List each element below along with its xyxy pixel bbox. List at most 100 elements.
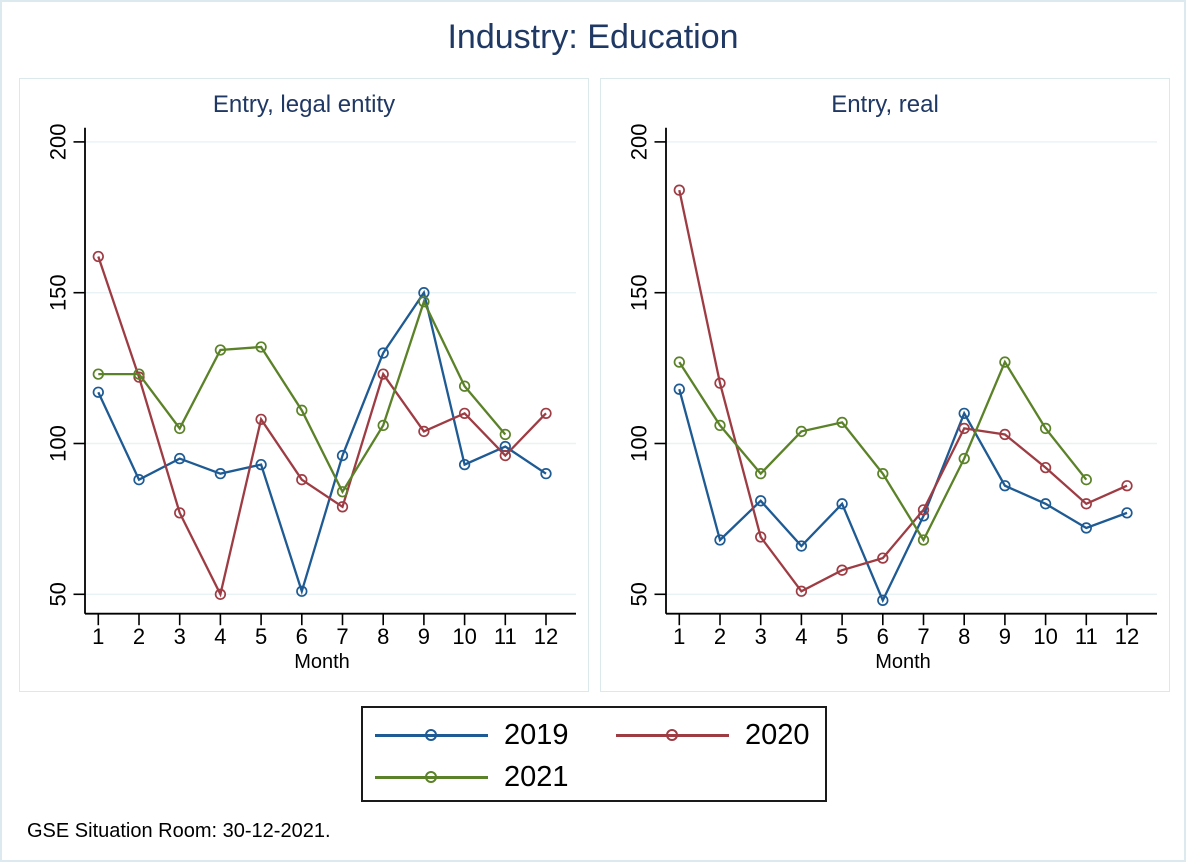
data-point-marker-2020 — [958, 422, 970, 435]
data-point-marker-2021 — [999, 356, 1011, 368]
series-line-2020 — [678, 189, 1128, 593]
data-point-marker-2020 — [1039, 461, 1052, 474]
data-point-marker-2021 — [714, 419, 726, 432]
data-point-marker-2020 — [999, 428, 1011, 441]
data-point-marker-2021 — [958, 452, 970, 465]
x-tick-label-10: 10 — [1033, 624, 1057, 649]
data-point-marker-2020 — [673, 184, 685, 196]
x-tick-label-8: 8 — [958, 624, 970, 649]
data-point-marker-2019 — [174, 452, 186, 465]
x-tick-label-6: 6 — [877, 624, 889, 649]
legend-label-2021: 2021 — [504, 760, 569, 793]
data-point-marker-2019 — [958, 407, 970, 419]
data-point-marker-2019 — [133, 474, 145, 486]
y-tick-label-150: 150 — [627, 274, 652, 311]
data-point-marker-2020 — [255, 413, 267, 426]
series-line-2020 — [97, 256, 547, 598]
data-point-marker-2019 — [1039, 498, 1052, 510]
legend: 2019 2020 2021 — [361, 706, 827, 802]
data-point-marker-2021 — [795, 425, 808, 438]
data-point-marker-2020 — [540, 407, 552, 419]
x-tick-label-2: 2 — [714, 624, 726, 649]
data-point-marker-2021 — [377, 419, 389, 432]
x-tick-label-12: 12 — [1115, 624, 1139, 649]
x-tick-label-7: 7 — [917, 624, 929, 649]
data-point-marker-2021 — [499, 428, 511, 441]
x-tick-label-2: 2 — [133, 624, 145, 649]
y-tick-label-100: 100 — [627, 425, 652, 462]
panel-title-entry-real: Entry, real — [831, 91, 939, 118]
data-point-marker-2019 — [336, 449, 349, 462]
data-point-marker-2019 — [714, 534, 726, 546]
data-point-marker-2019 — [673, 383, 685, 395]
data-point-marker-2019 — [795, 540, 808, 552]
data-point-marker-2019 — [255, 458, 267, 471]
data-point-marker-2019 — [999, 480, 1011, 492]
data-point-marker-2019 — [540, 468, 552, 480]
legend-circle-marker-2020-icon — [666, 729, 678, 741]
x-axis-title: Month — [294, 651, 350, 673]
x-tick-label-1: 1 — [92, 624, 104, 649]
data-point-marker-2021 — [458, 380, 471, 392]
series-line-2019 — [97, 289, 547, 596]
legend-sample-2020 — [616, 729, 729, 741]
data-point-marker-2020 — [755, 531, 767, 543]
data-point-marker-2019 — [1121, 507, 1133, 519]
data-point-marker-2020 — [296, 474, 308, 486]
data-point-marker-2021 — [755, 468, 767, 480]
legend-label-2019: 2019 — [504, 718, 569, 751]
series-line-2021 — [678, 359, 1088, 543]
data-point-marker-2021 — [1080, 474, 1092, 486]
legend-item-2019: 2019 — [375, 716, 569, 754]
data-point-marker-2021 — [133, 368, 145, 380]
y-tick-label-50: 50 — [627, 582, 652, 606]
x-tick-label-3: 3 — [755, 624, 767, 649]
data-point-marker-2019 — [214, 468, 227, 480]
x-tick-label-6: 6 — [296, 624, 308, 649]
data-point-marker-2019 — [377, 347, 389, 359]
x-tick-label-9: 9 — [999, 624, 1011, 649]
legend-label-2020: 2020 — [745, 718, 810, 751]
x-tick-label-3: 3 — [174, 624, 186, 649]
data-point-marker-2020 — [418, 425, 430, 438]
data-point-marker-2020 — [877, 552, 889, 564]
data-point-marker-2021 — [917, 534, 930, 546]
data-point-marker-2020 — [458, 407, 471, 419]
data-point-marker-2021 — [255, 341, 267, 353]
source-note: GSE Situation Room: 30-12-2021. — [27, 820, 331, 842]
x-tick-label-7: 7 — [336, 624, 348, 649]
x-axis-title: Month — [875, 651, 931, 673]
x-tick-label-5: 5 — [836, 624, 848, 649]
data-point-marker-2020 — [1121, 480, 1133, 492]
data-point-marker-2021 — [174, 422, 186, 435]
data-point-marker-2020 — [214, 588, 227, 600]
x-tick-label-9: 9 — [418, 624, 430, 649]
data-point-marker-2020 — [795, 585, 808, 597]
x-tick-label-10: 10 — [452, 624, 476, 649]
data-point-marker-2019 — [1080, 522, 1092, 534]
data-point-marker-2020 — [1080, 498, 1092, 510]
data-point-marker-2020 — [714, 377, 726, 389]
y-tick-label-200: 200 — [46, 124, 71, 161]
data-point-marker-2020 — [836, 564, 848, 576]
x-tick-label-11: 11 — [1075, 624, 1098, 649]
data-point-marker-2021 — [1039, 422, 1052, 435]
data-point-marker-2019 — [755, 495, 767, 507]
legend-item-2021: 2021 — [375, 758, 569, 796]
x-tick-label-4: 4 — [214, 624, 226, 649]
data-point-marker-2019 — [836, 498, 848, 510]
data-point-marker-2020 — [174, 507, 186, 519]
data-point-marker-2020 — [133, 371, 145, 383]
x-tick-label-5: 5 — [255, 624, 267, 649]
data-point-marker-2021 — [214, 344, 227, 356]
data-point-marker-2020 — [92, 250, 104, 263]
data-point-marker-2021 — [296, 404, 308, 416]
legend-item-2020: 2020 — [616, 716, 810, 754]
data-point-marker-2019 — [877, 594, 889, 606]
legend-circle-marker-2021-icon — [425, 771, 437, 783]
data-point-marker-2020 — [499, 449, 511, 462]
x-tick-label-4: 4 — [795, 624, 807, 649]
series-line-2021 — [98, 298, 507, 495]
